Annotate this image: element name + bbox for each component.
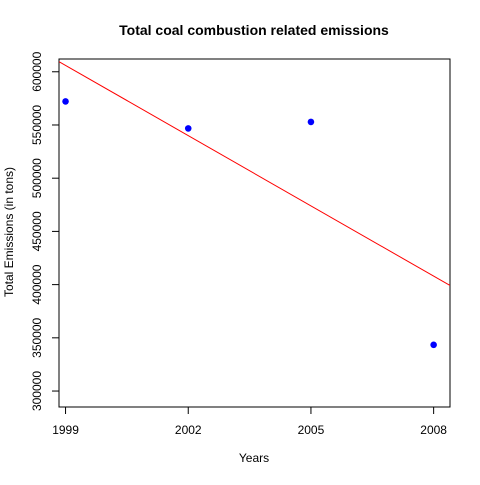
data-point: [430, 341, 437, 349]
y-tick-label: 500000: [30, 158, 44, 198]
plot-area: 1999 2002 2005 2008 300000 350000 400000 450000…: [30, 51, 451, 437]
x-tick-label: 1999: [52, 423, 79, 437]
chart-title: Total coal combustion related emissions: [119, 22, 389, 38]
y-tick-label: 600000: [30, 51, 44, 91]
x-tick-label: 2005: [298, 423, 325, 437]
x-axis-label: Years: [239, 451, 269, 465]
x-tick-label: 2002: [175, 423, 202, 437]
y-tick-label: 350000: [30, 317, 44, 357]
data-point: [62, 98, 69, 105]
y-tick-label: 550000: [30, 105, 44, 145]
data-point: [307, 118, 315, 126]
y-axis-label: Total Emissions (in tons): [2, 167, 16, 297]
y-tick-label: 300000: [30, 371, 44, 411]
x-tick-label: 2008: [420, 423, 447, 437]
trend-line: [59, 61, 450, 286]
y-tick-label: 450000: [30, 211, 44, 251]
y-tick-label: 400000: [30, 264, 44, 304]
data-point: [184, 125, 192, 132]
plot-frame: [58, 58, 451, 408]
